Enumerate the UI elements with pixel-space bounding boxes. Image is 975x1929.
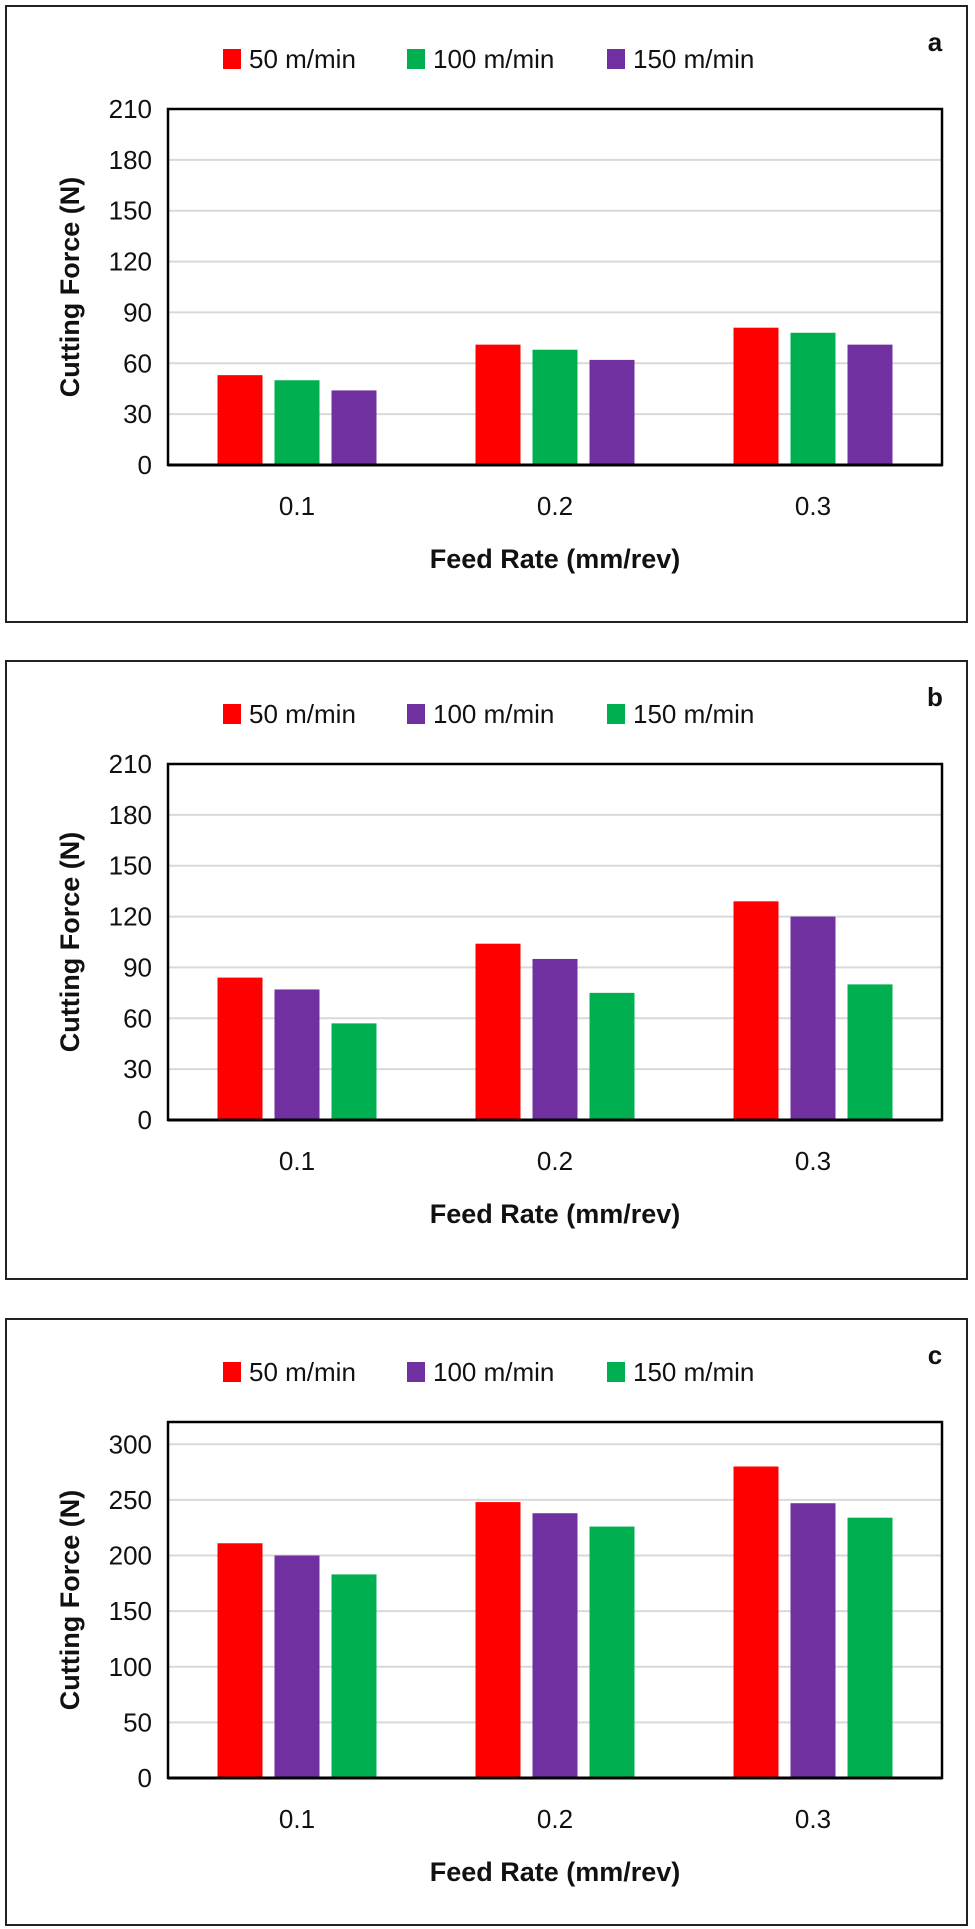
panel-label: a (928, 27, 943, 57)
bar-100-m-min-0.3 (790, 916, 836, 1120)
bar-100-m-min-0.2 (532, 1513, 578, 1778)
legend-label: 100 m/min (433, 699, 554, 729)
bar-150-m-min-0.1 (331, 390, 377, 465)
bar-100-m-min-0.1 (274, 989, 320, 1120)
x-tick-label: 0.2 (537, 1146, 573, 1176)
bar-50-m-min-0.2 (475, 344, 521, 465)
legend-label: 150 m/min (633, 699, 754, 729)
bar-100-m-min-0.2 (532, 349, 578, 465)
bar-100-m-min-0.2 (532, 958, 578, 1120)
y-tick-label: 120 (109, 247, 152, 277)
bar-50-m-min-0.3 (733, 901, 779, 1120)
y-tick-label: 90 (123, 952, 152, 982)
bar-100-m-min-0.1 (274, 380, 320, 465)
bar-150-m-min-0.1 (331, 1574, 377, 1778)
y-tick-label: 250 (109, 1485, 152, 1515)
x-axis-title: Feed Rate (mm/rev) (430, 1857, 681, 1887)
y-tick-label: 30 (123, 1054, 152, 1084)
y-tick-label: 150 (109, 851, 152, 881)
y-tick-label: 60 (123, 1003, 152, 1033)
bar-50-m-min-0.3 (733, 1466, 779, 1778)
bar-50-m-min-0.1 (217, 1543, 263, 1778)
legend-swatch (223, 1362, 241, 1382)
y-tick-label: 100 (109, 1652, 152, 1682)
y-axis-title: Cutting Force (N) (55, 177, 85, 397)
bar-chart-c: 0 50 100 150 200 250 300 0.1 0.2 0.3 Feed Rate (mm… (55, 1340, 944, 1887)
y-tick-label: 200 (109, 1541, 152, 1571)
legend-swatch (407, 49, 425, 69)
x-axis-title: Feed Rate (mm/rev) (430, 1199, 681, 1229)
chart-panel-a: 0 30 60 90 120 150 180 210 0.1 0.2 0.3 Feed Rate (m… (5, 5, 968, 623)
legend-label: 150 m/min (633, 44, 754, 74)
bar-100-m-min-0.1 (274, 1555, 320, 1778)
y-tick-label: 30 (123, 399, 152, 429)
bar-150-m-min-0.1 (331, 1023, 377, 1120)
y-tick-label: 210 (109, 749, 152, 779)
legend-swatch (607, 49, 625, 69)
chart-panel-c: 0 50 100 150 200 250 300 0.1 0.2 0.3 Feed Rate (mm… (5, 1318, 968, 1926)
panel-label: c (928, 1340, 942, 1370)
bar-150-m-min-0.2 (589, 1526, 635, 1778)
legend-swatch (223, 49, 241, 69)
legend-label: 100 m/min (433, 44, 554, 74)
bar-50-m-min-0.1 (217, 977, 263, 1120)
x-tick-label: 0.1 (279, 1804, 315, 1834)
bar-chart-b: 0 30 60 90 120 150 180 210 0.1 0.2 0.3 Feed Rate (m… (55, 682, 944, 1229)
bar-50-m-min-0.2 (475, 1502, 521, 1778)
bar-150-m-min-0.2 (589, 992, 635, 1120)
x-tick-label: 0.2 (537, 1804, 573, 1834)
x-axis-title: Feed Rate (mm/rev) (430, 544, 681, 574)
y-axis-title: Cutting Force (N) (55, 832, 85, 1052)
y-tick-label: 90 (123, 297, 152, 327)
bar-100-m-min-0.3 (790, 332, 836, 465)
y-tick-label: 210 (109, 94, 152, 124)
legend-label: 50 m/min (249, 699, 356, 729)
x-tick-label: 0.1 (279, 1146, 315, 1176)
y-tick-label: 0 (138, 1105, 152, 1135)
y-tick-label: 150 (109, 196, 152, 226)
legend-label: 50 m/min (249, 1357, 356, 1387)
x-tick-label: 0.3 (795, 491, 831, 521)
bar-100-m-min-0.3 (790, 1503, 836, 1778)
legend-swatch (607, 704, 625, 724)
bar-150-m-min-0.3 (847, 1517, 893, 1778)
y-tick-label: 0 (138, 1763, 152, 1793)
y-tick-label: 60 (123, 348, 152, 378)
x-tick-label: 0.2 (537, 491, 573, 521)
bar-150-m-min-0.3 (847, 344, 893, 465)
y-tick-label: 50 (123, 1707, 152, 1737)
legend-swatch (407, 704, 425, 724)
y-axis-title: Cutting Force (N) (55, 1490, 85, 1710)
legend-swatch (607, 1362, 625, 1382)
chart-panel-b: 0 30 60 90 120 150 180 210 0.1 0.2 0.3 Feed Rate (m… (5, 660, 968, 1280)
x-tick-label: 0.3 (795, 1804, 831, 1834)
bar-150-m-min-0.2 (589, 359, 635, 465)
legend-swatch (407, 1362, 425, 1382)
x-tick-label: 0.3 (795, 1146, 831, 1176)
y-tick-label: 120 (109, 902, 152, 932)
bar-chart-a: 0 30 60 90 120 150 180 210 0.1 0.2 0.3 Feed Rate (m… (55, 27, 944, 574)
bar-50-m-min-0.3 (733, 327, 779, 465)
legend-label: 150 m/min (633, 1357, 754, 1387)
y-tick-label: 300 (109, 1429, 152, 1459)
x-tick-label: 0.1 (279, 491, 315, 521)
panel-label: b (927, 682, 943, 712)
bar-50-m-min-0.1 (217, 375, 263, 465)
bar-150-m-min-0.3 (847, 984, 893, 1120)
y-tick-label: 150 (109, 1596, 152, 1626)
legend-label: 100 m/min (433, 1357, 554, 1387)
bar-50-m-min-0.2 (475, 943, 521, 1120)
legend-label: 50 m/min (249, 44, 356, 74)
y-tick-label: 180 (109, 145, 152, 175)
y-tick-label: 180 (109, 800, 152, 830)
legend-swatch (223, 704, 241, 724)
y-tick-label: 0 (138, 450, 152, 480)
